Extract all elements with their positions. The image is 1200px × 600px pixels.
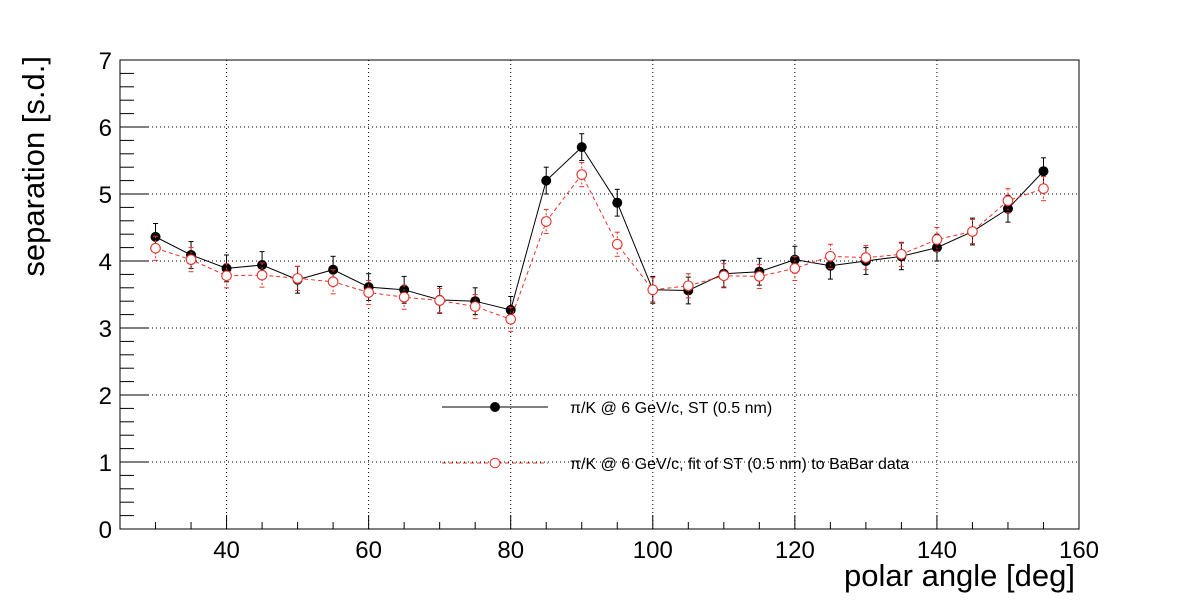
y-tick-label: 5 xyxy=(99,182,112,209)
data-point xyxy=(327,276,339,288)
data-point xyxy=(1038,166,1049,177)
data-point xyxy=(292,273,303,284)
data-point xyxy=(221,270,232,282)
plot-frame xyxy=(119,59,1080,530)
data-point xyxy=(753,271,765,282)
y-tick-label: 3 xyxy=(99,316,112,343)
x-tick-label: 100 xyxy=(633,537,673,564)
data-point xyxy=(469,301,481,312)
y-tick-label: 1 xyxy=(99,450,112,477)
data-point xyxy=(363,287,374,298)
axis-ticks xyxy=(119,59,1080,530)
series-layer xyxy=(150,133,1049,332)
x-tick-label: 120 xyxy=(775,537,815,564)
y-tick-label: 4 xyxy=(99,249,112,276)
legend-marker-series-1 xyxy=(490,402,500,412)
data-point xyxy=(256,269,268,281)
data-point xyxy=(540,216,552,227)
data-point xyxy=(611,238,623,250)
y-axis-title: separation [s.d.] xyxy=(16,56,51,277)
legend-label-series-2: π/K @ 6 GeV/c, fit of ST (0.5 nm) to BaB… xyxy=(570,456,909,473)
x-tick-label: 140 xyxy=(917,537,957,564)
data-point xyxy=(505,313,517,325)
data-point xyxy=(576,169,588,180)
data-point xyxy=(1038,183,1049,194)
series-2-line xyxy=(155,173,1044,320)
data-point xyxy=(682,280,694,292)
data-point xyxy=(1002,195,1014,207)
data-point xyxy=(896,248,907,260)
data-point xyxy=(612,197,623,208)
series-2 xyxy=(150,162,1049,332)
data-point xyxy=(150,242,161,254)
legend: π/K @ 6 GeV/c, ST (0.5 nm) π/K @ 6 GeV/c… xyxy=(442,400,909,473)
x-tick-label: 40 xyxy=(213,537,240,564)
data-point xyxy=(576,142,587,153)
series-1 xyxy=(150,133,1049,324)
data-point xyxy=(541,175,552,186)
y-tick-label: 7 xyxy=(99,48,112,75)
legend-marker-series-2 xyxy=(489,457,501,469)
y-tick-label: 0 xyxy=(99,517,112,544)
data-point xyxy=(825,250,836,262)
data-point xyxy=(860,252,872,263)
data-point xyxy=(789,263,801,274)
y-tick-label: 2 xyxy=(99,383,112,410)
x-axis-title: polar angle [deg] xyxy=(844,558,1075,593)
data-point xyxy=(718,270,730,282)
data-point xyxy=(434,295,446,306)
x-tick-label: 60 xyxy=(355,537,382,564)
y-tick-label: 6 xyxy=(99,115,112,142)
data-point xyxy=(647,284,659,296)
x-tick-label: 80 xyxy=(497,537,524,564)
x-tick-label: 160 xyxy=(1059,537,1099,564)
data-point xyxy=(185,254,197,266)
data-point xyxy=(931,234,943,245)
series-1-line xyxy=(155,146,1044,311)
data-point xyxy=(398,291,410,303)
legend-label-series-1: π/K @ 6 GeV/c, ST (0.5 nm) xyxy=(570,400,772,417)
data-point xyxy=(967,226,978,237)
tick-labels: 40 60 80 100 120 140 160 0 1 2 3 4 5 6 7 xyxy=(99,48,1099,564)
